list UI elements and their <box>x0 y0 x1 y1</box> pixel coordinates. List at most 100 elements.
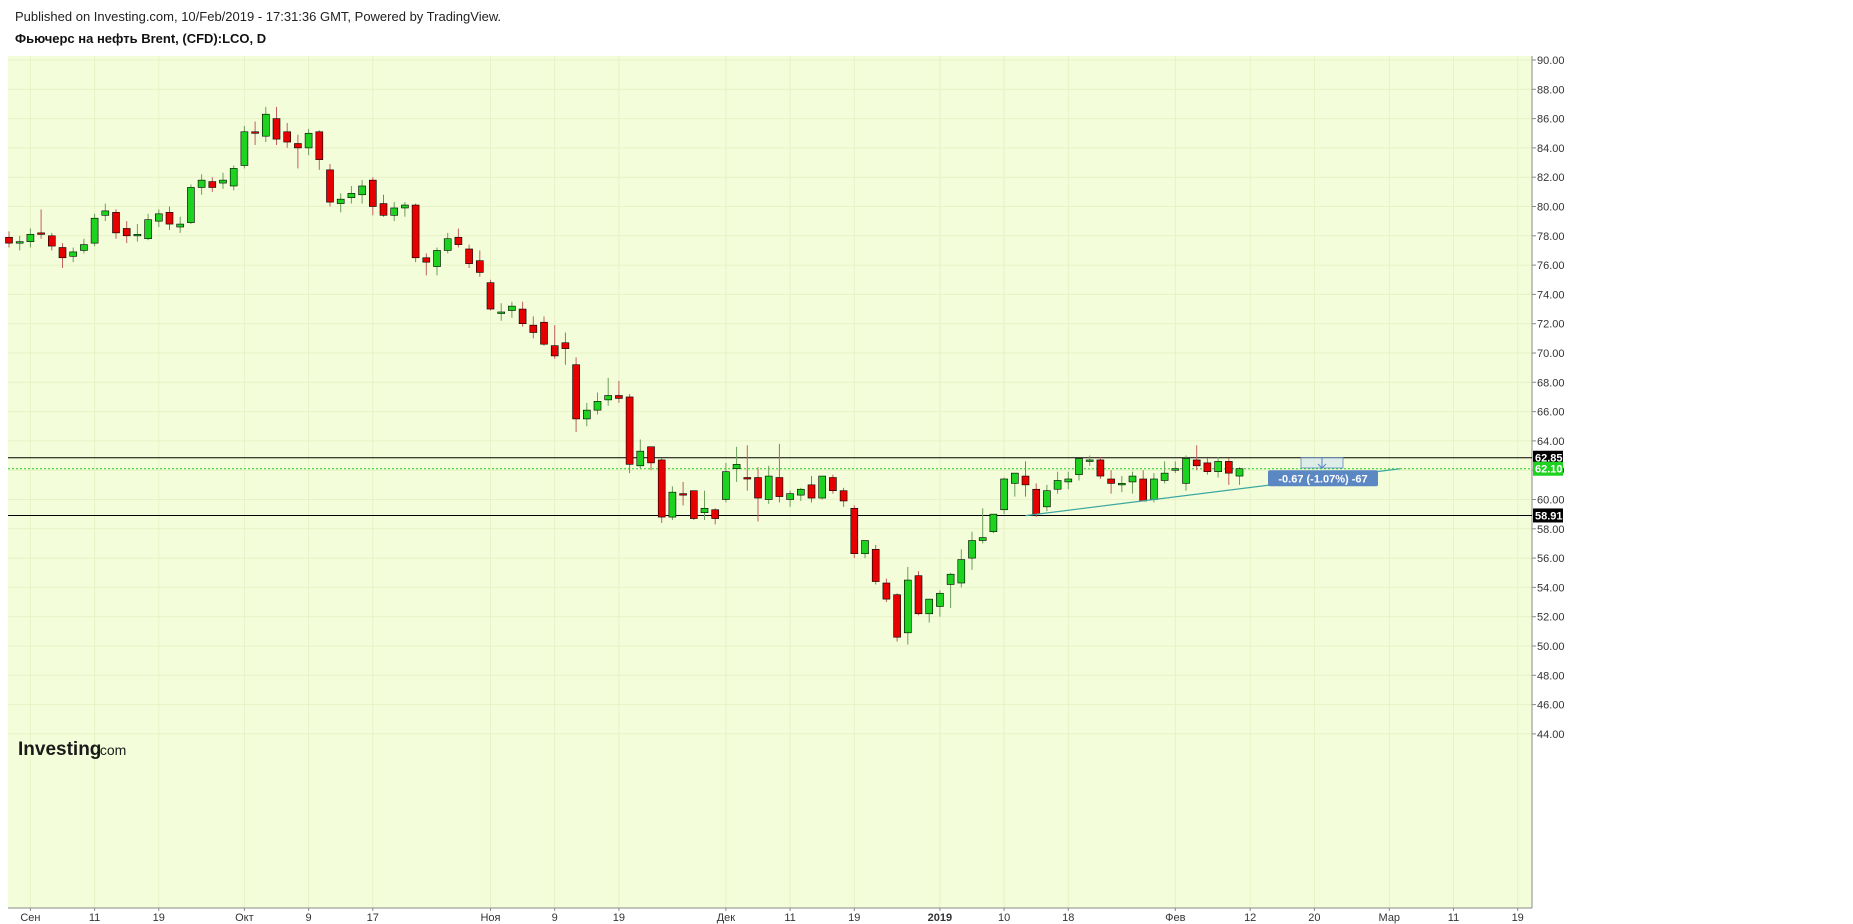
candle <box>978 508 987 544</box>
candle-body <box>144 219 152 240</box>
time-tick-label: 10 <box>998 912 1010 924</box>
candle-body <box>893 594 901 638</box>
candle-body <box>764 475 773 500</box>
candle-body <box>882 582 891 600</box>
candle <box>732 446 741 482</box>
candle-body <box>978 537 987 541</box>
candle <box>593 392 602 415</box>
candle-body <box>1150 478 1158 500</box>
candle-body <box>176 223 184 228</box>
candle-body <box>561 342 570 349</box>
candle <box>647 446 655 471</box>
candle <box>261 106 270 143</box>
candle <box>1096 457 1105 479</box>
candle-body <box>807 484 816 499</box>
candle <box>497 303 506 321</box>
time-tick-label: 9 <box>306 912 312 924</box>
candle-body <box>240 131 249 166</box>
candle-body <box>283 131 292 143</box>
candle <box>936 590 944 617</box>
price-tick-label: 88.00 <box>1537 84 1565 96</box>
candle-body <box>294 143 302 149</box>
time-tick-label: 12 <box>1244 912 1256 924</box>
price-tick-label: 76.00 <box>1537 260 1565 272</box>
price-tick-label: 48.00 <box>1537 670 1565 682</box>
candle <box>615 380 623 403</box>
time-axis-ticks: Сен 11 19 Окт 9 17 Ноя 9 19 Дек 11 19 2019 10 18 Фев 12 2… <box>20 908 1524 924</box>
candle <box>433 247 441 276</box>
candle-body <box>5 236 13 244</box>
candle-body <box>251 131 259 134</box>
time-tick-label: 19 <box>1512 912 1524 924</box>
candle-body <box>336 198 345 204</box>
candle <box>957 549 966 588</box>
candle-body <box>358 185 366 196</box>
candle <box>582 402 591 427</box>
candle <box>946 572 955 608</box>
price-tag: 58.91 <box>1535 510 1563 522</box>
candle <box>540 316 548 346</box>
candle <box>561 332 570 365</box>
candle-body <box>58 247 67 259</box>
time-tick-label: Сен <box>20 912 40 924</box>
candle <box>796 487 805 501</box>
candle-body <box>925 598 934 615</box>
price-tick-label: 54.00 <box>1537 582 1565 594</box>
candle <box>133 224 142 242</box>
candle-body <box>261 113 270 137</box>
drawings: -0.67 (-1.07%) -67 <box>1025 457 1401 517</box>
candle <box>508 301 516 318</box>
candle-body <box>15 241 24 244</box>
candle-body <box>37 232 45 235</box>
price-tag-bg <box>1533 508 1563 523</box>
candle-body <box>689 490 698 519</box>
measure-arrowhead <box>1317 463 1327 469</box>
candle-body <box>700 507 709 513</box>
candle-body <box>401 204 409 209</box>
candle <box>187 184 195 225</box>
time-tick-label: 19 <box>613 912 625 924</box>
time-tick-label: Фев <box>1165 912 1185 924</box>
time-tick-label: Мар <box>1379 912 1401 924</box>
candle <box>700 490 709 521</box>
candle <box>283 122 292 148</box>
candle <box>101 203 110 222</box>
candle <box>251 121 259 145</box>
candle <box>604 377 613 406</box>
candle-body <box>540 321 548 345</box>
investing-logo: Investing .com <box>18 739 126 760</box>
candle <box>37 209 45 239</box>
candle <box>15 235 24 251</box>
candle <box>347 185 356 204</box>
candle-body <box>604 395 613 401</box>
price-tag-bg <box>1533 450 1563 465</box>
candle-body <box>1043 490 1051 508</box>
candle-body <box>1128 475 1137 483</box>
candle-body <box>379 203 388 216</box>
price-tag: 62.10 <box>1535 464 1563 476</box>
candle <box>882 578 891 603</box>
candle-body <box>304 132 313 149</box>
candle <box>722 462 730 503</box>
candle-body <box>411 204 420 259</box>
candle <box>1064 471 1073 490</box>
candle <box>1107 470 1115 494</box>
candle <box>711 508 720 525</box>
candle <box>968 531 976 570</box>
logo-main: Investing <box>18 739 101 760</box>
measure-label: -0.67 (-1.07%) -67 <box>1278 473 1367 485</box>
candle-body <box>946 573 955 585</box>
candle <box>475 250 484 277</box>
candle <box>486 279 495 311</box>
candle-body <box>1182 458 1190 484</box>
time-axis <box>8 907 1532 924</box>
candle-body <box>508 305 516 311</box>
candle-body <box>326 169 334 203</box>
candle-body <box>818 475 827 499</box>
price-tick-label: 70.00 <box>1537 348 1565 360</box>
candle <box>518 301 527 327</box>
candlestick-chart[interactable]: -0.67 (-1.07%) -67 44.00 46.00 48.00 50.00 5… <box>0 56 1853 924</box>
candle <box>1085 455 1094 466</box>
time-tick-label: 18 <box>1062 912 1074 924</box>
candle <box>112 209 120 239</box>
